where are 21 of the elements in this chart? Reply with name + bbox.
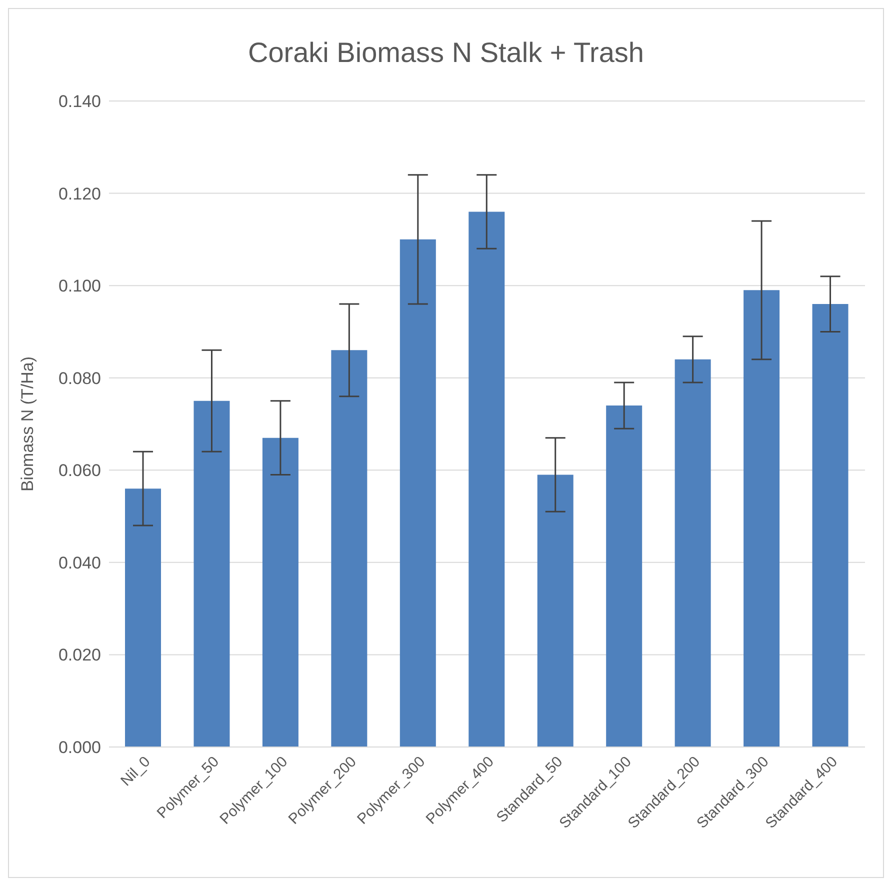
y-tick-label: 0.020 xyxy=(58,646,101,665)
y-tick-label: 0.000 xyxy=(58,738,101,758)
bar xyxy=(400,239,436,747)
bar xyxy=(262,438,298,747)
bar xyxy=(468,212,505,747)
bar xyxy=(744,290,780,747)
bar xyxy=(125,488,161,747)
y-tick-label: 0.080 xyxy=(58,368,101,388)
y-tick-label: 0.120 xyxy=(58,184,101,204)
y-tick-label: 0.100 xyxy=(58,276,101,296)
y-axis-title: Biomass N (T/Ha) xyxy=(18,356,38,492)
chart-title: Coraki Biomass N Stalk + Trash xyxy=(246,36,646,70)
bar xyxy=(537,474,574,747)
bar xyxy=(331,350,368,747)
bar xyxy=(194,400,230,747)
bar xyxy=(674,359,711,747)
y-tick-label: 0.140 xyxy=(58,92,101,112)
y-tick-label: 0.060 xyxy=(58,461,101,480)
y-tick-label: 0.040 xyxy=(58,553,101,572)
bar xyxy=(812,304,848,747)
bar xyxy=(606,406,642,747)
